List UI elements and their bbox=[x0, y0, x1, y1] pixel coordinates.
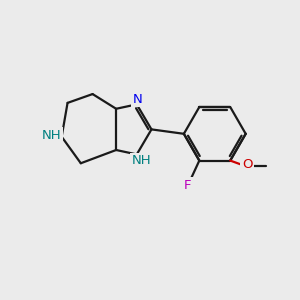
Text: NH: NH bbox=[131, 154, 151, 167]
Text: F: F bbox=[184, 178, 191, 191]
Text: N: N bbox=[133, 93, 142, 106]
Text: O: O bbox=[242, 158, 252, 172]
Text: NH: NH bbox=[41, 129, 61, 142]
